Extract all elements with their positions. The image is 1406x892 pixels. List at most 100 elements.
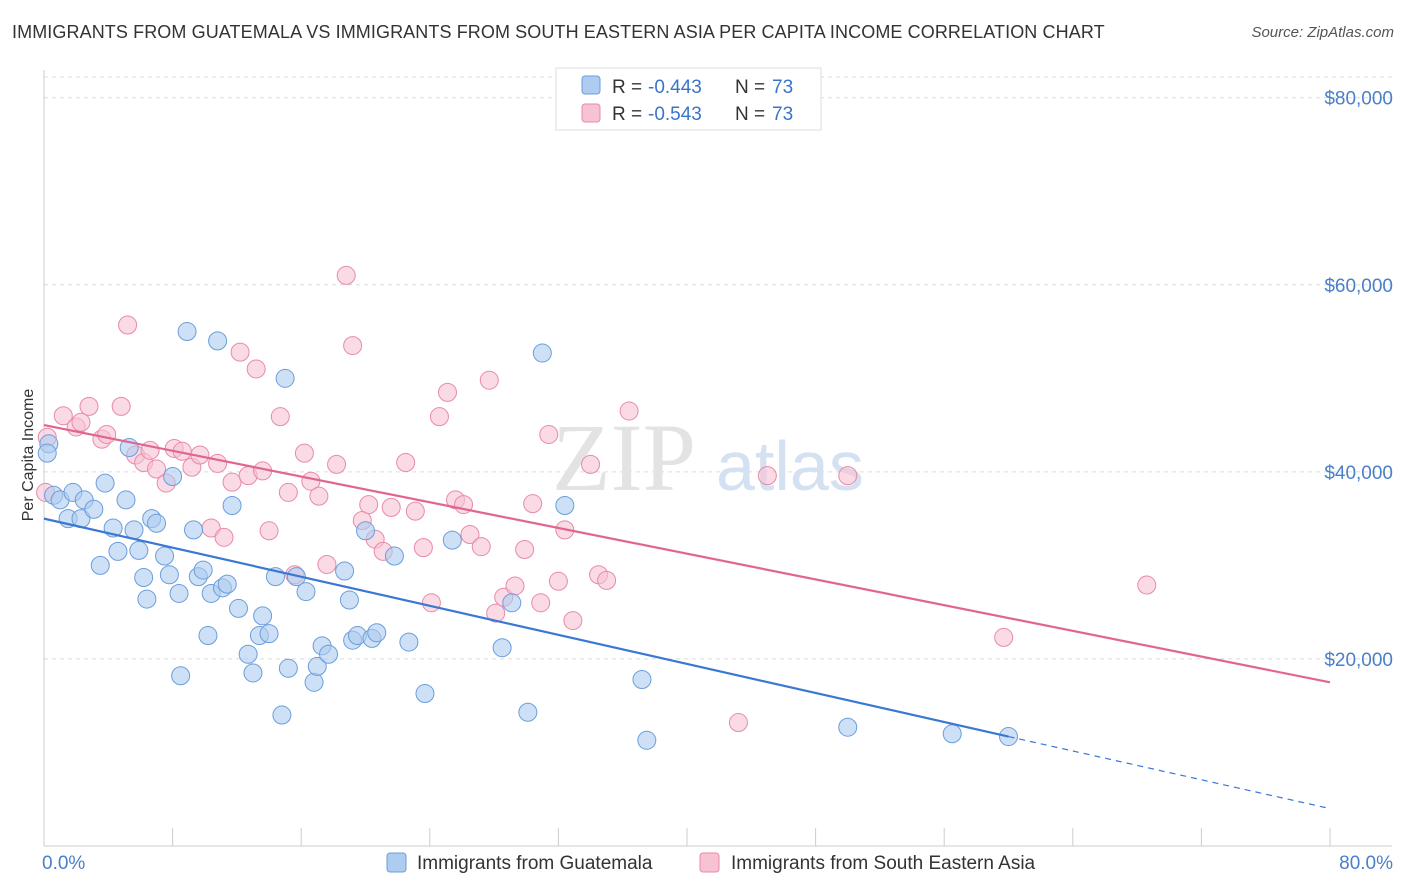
point-guatemala [415, 684, 435, 704]
point-south-eastern-asia [270, 407, 290, 427]
legend-swatch-south-eastern-asia [699, 852, 720, 873]
point-south-eastern-asia [336, 265, 356, 285]
point-south-eastern-asia [619, 401, 639, 421]
point-guatemala [532, 343, 552, 363]
x-tick-label-max: 80.0% [1339, 853, 1393, 874]
point-guatemala [272, 705, 292, 725]
point-guatemala [442, 530, 462, 550]
legend-swatch-guatemala [386, 852, 407, 873]
point-guatemala [208, 331, 228, 351]
trend-line-guatemala [43, 517, 1009, 738]
point-guatemala [339, 590, 359, 610]
point-guatemala [169, 583, 189, 603]
legend-label-south-eastern-asia: Immigrants from South Eastern Asia [731, 853, 1036, 874]
x-tick-label-min: 0.0% [42, 853, 85, 874]
point-south-eastern-asia [246, 359, 266, 379]
point-south-eastern-asia [309, 486, 329, 506]
point-guatemala [502, 593, 522, 613]
point-guatemala [259, 624, 279, 644]
point-south-eastern-asia [396, 453, 416, 472]
stats-r-label-1: R = [612, 77, 642, 98]
point-south-eastern-asia [505, 576, 525, 596]
point-guatemala [84, 499, 104, 519]
point-guatemala [275, 368, 295, 388]
point-south-eastern-asia [838, 466, 858, 486]
point-guatemala [243, 663, 263, 683]
point-guatemala [384, 546, 404, 566]
point-guatemala [171, 666, 191, 686]
point-south-eastern-asia [413, 538, 433, 558]
point-south-eastern-asia [230, 342, 250, 362]
point-guatemala [319, 644, 339, 664]
point-south-eastern-asia [343, 336, 363, 356]
stats-r-value-1: -0.443 [648, 77, 702, 98]
point-guatemala [124, 520, 144, 540]
point-south-eastern-asia [563, 611, 583, 631]
point-guatemala [518, 702, 538, 722]
point-guatemala [90, 555, 110, 575]
point-guatemala [278, 658, 298, 678]
point-guatemala [399, 632, 419, 652]
point-guatemala [129, 540, 149, 560]
point-south-eastern-asia [479, 370, 499, 390]
x-axis-ticks [172, 828, 1331, 846]
stats-swatch-pink [581, 103, 601, 123]
point-south-eastern-asia [531, 593, 551, 613]
point-south-eastern-asia [259, 521, 279, 541]
stats-r-label-2: R = [612, 104, 642, 125]
point-guatemala [492, 638, 512, 658]
trend-line-south-eastern-asia [43, 424, 1331, 684]
y-axis-label: Per Capita Income [20, 389, 37, 522]
point-guatemala [367, 623, 387, 643]
point-south-eastern-asia [471, 537, 491, 557]
stats-n-value-1: 73 [772, 77, 793, 98]
stats-box: R = -0.443 N = 73 R = -0.543 N = 73 [555, 67, 822, 131]
point-guatemala [253, 606, 273, 626]
point-guatemala [238, 644, 258, 664]
series-guatemala [37, 322, 1018, 750]
point-south-eastern-asia [523, 494, 543, 514]
point-guatemala [159, 565, 179, 585]
trend-lines [43, 424, 1331, 810]
y-tick-label: $20,000 [1324, 650, 1393, 671]
point-south-eastern-asia [994, 627, 1014, 647]
watermark-zip: ZIP [552, 404, 696, 511]
point-south-eastern-asia [214, 527, 234, 547]
point-south-eastern-asia [111, 396, 131, 416]
point-south-eastern-asia [429, 407, 449, 427]
point-guatemala [183, 520, 203, 540]
point-south-eastern-asia [486, 603, 506, 623]
point-guatemala [632, 670, 652, 690]
point-guatemala [222, 496, 242, 516]
point-guatemala [555, 496, 575, 516]
point-south-eastern-asia [460, 525, 480, 545]
point-guatemala [217, 574, 237, 594]
stats-swatch-blue [581, 75, 601, 95]
point-south-eastern-asia [359, 495, 379, 515]
point-guatemala [155, 546, 175, 566]
point-south-eastern-asia [728, 713, 748, 733]
point-south-eastern-asia [381, 497, 401, 517]
point-south-eastern-asia [437, 382, 457, 402]
trend-line-extension-guatemala [1008, 735, 1331, 810]
point-guatemala [356, 521, 375, 541]
point-guatemala [193, 560, 213, 580]
point-south-eastern-asia [1137, 575, 1157, 595]
point-guatemala [147, 513, 167, 533]
point-guatemala [307, 656, 327, 676]
point-south-eastern-asia [294, 443, 314, 463]
point-south-eastern-asia [539, 424, 559, 444]
point-south-eastern-asia [278, 482, 298, 502]
point-guatemala [163, 467, 183, 487]
point-south-eastern-asia [515, 539, 535, 559]
point-guatemala [304, 672, 324, 692]
point-south-eastern-asia [97, 424, 117, 444]
point-south-eastern-asia [405, 501, 425, 521]
point-guatemala [637, 730, 657, 750]
stats-n-label-2: N = [735, 104, 765, 125]
stats-n-label-1: N = [735, 77, 765, 98]
point-guatemala [108, 541, 128, 561]
point-south-eastern-asia [327, 454, 347, 474]
stats-n-value-2: 73 [772, 104, 793, 125]
